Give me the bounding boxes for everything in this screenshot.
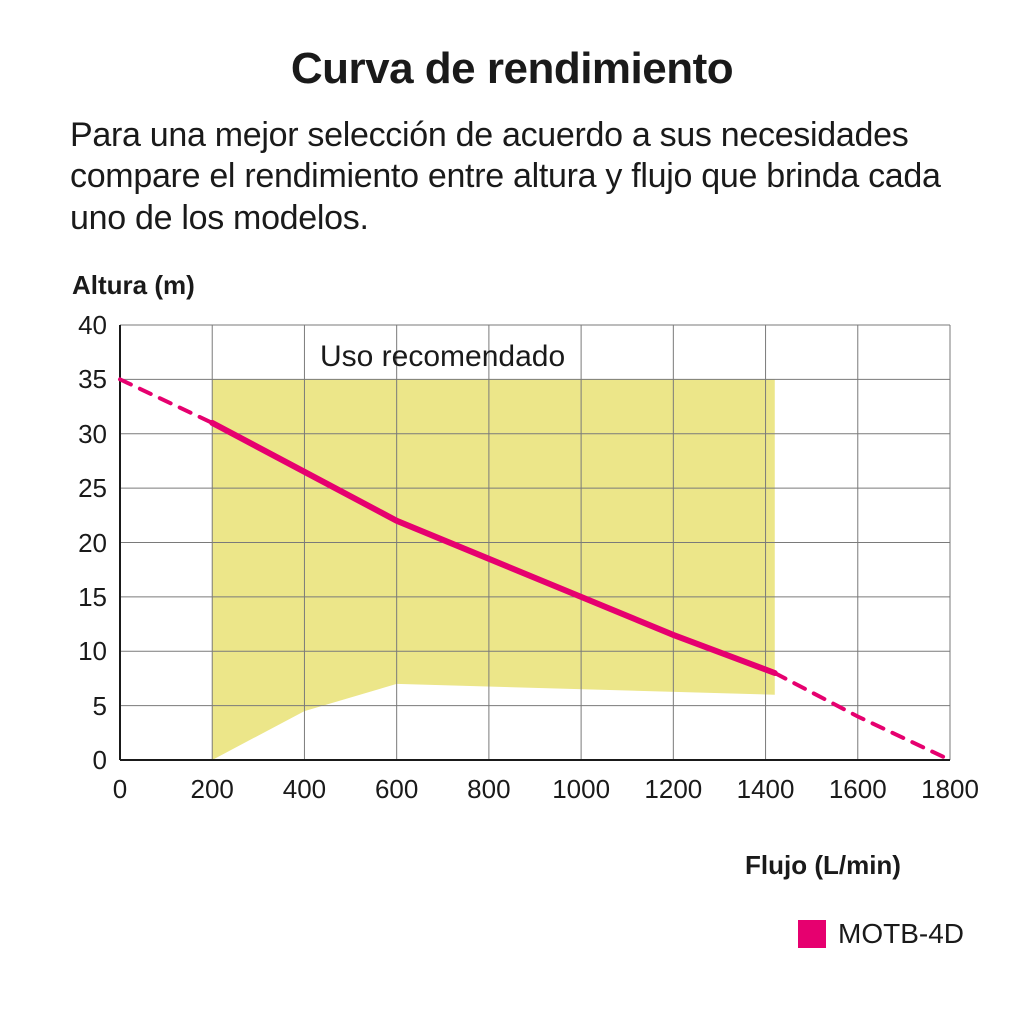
y-tick: 30 xyxy=(65,419,107,450)
x-tick: 1200 xyxy=(633,774,713,805)
y-tick: 40 xyxy=(65,310,107,341)
y-tick: 15 xyxy=(65,582,107,613)
x-tick: 1400 xyxy=(726,774,806,805)
x-tick: 1800 xyxy=(910,774,990,805)
x-tick: 600 xyxy=(357,774,437,805)
x-tick: 1600 xyxy=(818,774,898,805)
y-tick: 35 xyxy=(65,364,107,395)
x-tick: 400 xyxy=(264,774,344,805)
y-tick: 5 xyxy=(65,691,107,722)
y-tick: 25 xyxy=(65,473,107,504)
x-tick: 200 xyxy=(172,774,252,805)
x-tick: 1000 xyxy=(541,774,621,805)
x-tick: 800 xyxy=(449,774,529,805)
y-tick: 20 xyxy=(65,528,107,559)
x-tick: 0 xyxy=(80,774,160,805)
y-tick: 0 xyxy=(65,745,107,776)
legend-swatch xyxy=(798,920,826,948)
recommended-use-label: Uso recomendado xyxy=(320,340,565,374)
legend-label: MOTB-4D xyxy=(838,918,964,950)
y-tick: 10 xyxy=(65,636,107,667)
performance-chart xyxy=(0,0,1024,1024)
